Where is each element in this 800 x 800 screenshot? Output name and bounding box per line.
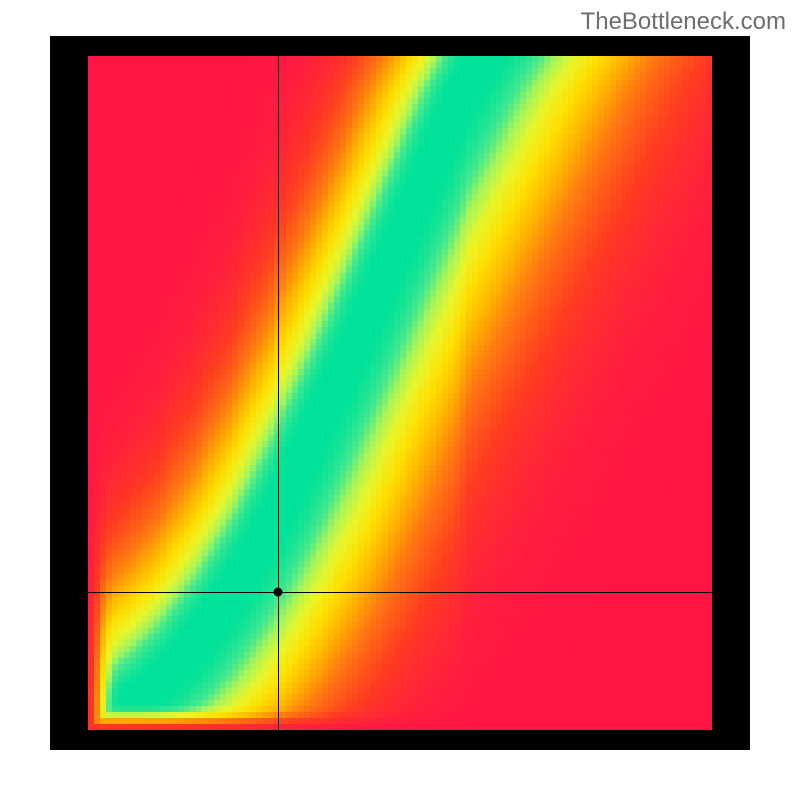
bottleneck-heatmap [88,56,712,730]
attribution-text: TheBottleneck.com [581,8,786,36]
crosshair-vertical [278,56,279,730]
plot-area [88,56,712,730]
crosshair-marker [274,588,283,597]
crosshair-horizontal [88,592,712,593]
